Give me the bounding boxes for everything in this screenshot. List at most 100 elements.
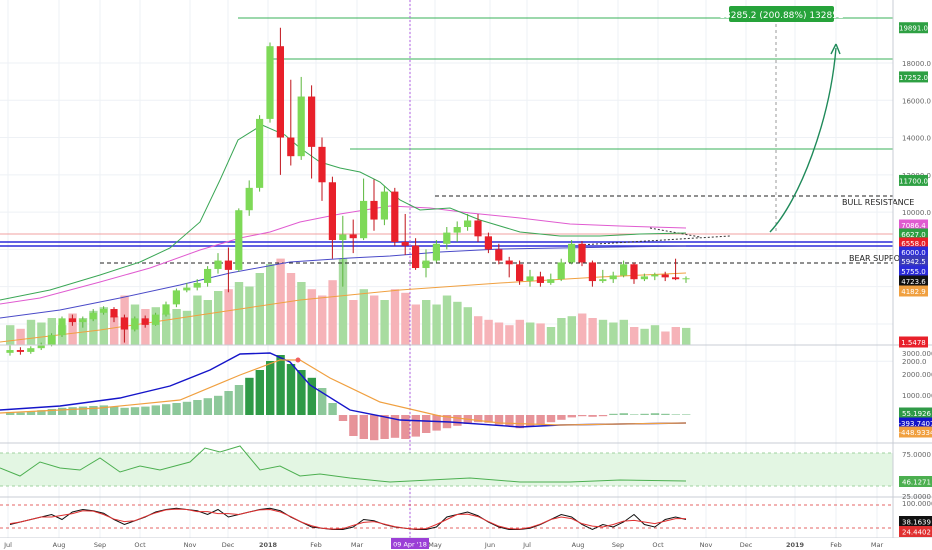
volume-bar [484, 319, 493, 345]
candle-body [58, 318, 66, 336]
volume-bar [182, 310, 192, 345]
measure-label: 13285.2 (200.88%) 132852 [719, 11, 843, 21]
stoch-tag-box [899, 526, 932, 537]
time-tick-label: May [428, 541, 442, 549]
rsi-tag-box [899, 476, 932, 487]
candle-body [401, 241, 409, 246]
volume-bar [297, 282, 306, 345]
candle-body [391, 191, 399, 242]
candle-body [422, 260, 430, 269]
candle-body [380, 191, 388, 220]
candle-body [672, 277, 680, 280]
candle-body [599, 279, 607, 282]
volume-bar [671, 327, 680, 345]
time-tick-label: Feb [310, 541, 322, 549]
volume-bar [453, 301, 462, 345]
candle-body [536, 276, 544, 283]
volume-bar [442, 295, 452, 345]
macd-histogram-bar [526, 415, 535, 427]
price-tag-label: 5755.0 [901, 268, 926, 276]
volume-bar [526, 322, 535, 345]
macd-histogram-bar [401, 415, 410, 439]
candle-body [16, 350, 24, 352]
candle-body [547, 279, 555, 283]
volume-bar [359, 289, 368, 345]
macd-histogram-bar [546, 415, 556, 423]
candle-body [682, 278, 690, 280]
price-tag-label: 6558.0 [901, 240, 926, 248]
macd-histogram-bar [58, 407, 67, 415]
volume-bar [474, 316, 483, 345]
macd-histogram-bar [390, 415, 400, 438]
volume-bar [463, 307, 472, 345]
candle-body [578, 243, 586, 263]
price-tag-box [899, 285, 928, 297]
price-tag-box [899, 237, 928, 249]
macd-histogram-bar [99, 405, 108, 415]
macd-histogram-bar [515, 415, 524, 429]
volume-bar [422, 300, 431, 345]
volume-bar [193, 295, 202, 345]
candle-body [256, 118, 264, 188]
time-axis-bg [0, 538, 932, 550]
price-tag-label: 6627.0 [901, 231, 926, 239]
rsi-line [0, 445, 687, 483]
macd-histogram-bar [37, 410, 46, 415]
macd-histogram-bar [432, 415, 441, 431]
macd-histogram-bar [588, 415, 597, 417]
time-tick-label: Jun [484, 541, 495, 549]
macd-tick-label: 2000.0000 [902, 371, 932, 379]
volume-bar [588, 318, 597, 345]
candle-body [412, 245, 420, 269]
time-tick-label: Aug [572, 541, 585, 549]
triangle-upper-line [649, 227, 701, 238]
candle-body [120, 317, 128, 330]
macd-histogram-bar [162, 404, 171, 415]
volume-bar [630, 327, 639, 345]
candle-body [245, 187, 253, 211]
time-tick-label: Nov [184, 541, 197, 549]
candle-body [308, 96, 316, 147]
projection-arrowhead [830, 43, 841, 55]
macd-histogram-bar [16, 412, 25, 415]
volume-bar [370, 295, 379, 345]
macd-histogram-bar [494, 415, 504, 425]
candle-body [235, 210, 243, 270]
time-tick-label: 2019 [786, 541, 805, 549]
volume-bar [609, 322, 618, 345]
macd-histogram-bar [182, 401, 192, 415]
price-tag-label: 11700.0 [899, 177, 928, 185]
candle-body [224, 260, 232, 270]
volume-bar [515, 319, 524, 345]
time-tick-label: Aug [53, 541, 66, 549]
price-tag-box [899, 219, 928, 231]
macd-histogram-bar [224, 391, 233, 415]
volume-bar [255, 273, 264, 345]
candle-body [453, 227, 461, 233]
macd-histogram-bar [661, 413, 670, 415]
projection-curve [769, 47, 837, 233]
rsi-tag-label: 46.1271 [902, 479, 931, 487]
price-tag-label: 4182.9 [901, 288, 926, 296]
candle-body [141, 318, 149, 325]
volume-bar [640, 328, 649, 345]
macd-tag-label: 55.1926 [902, 410, 931, 418]
candle-body [588, 262, 596, 282]
macd-histogram-bar [276, 355, 285, 415]
candle-body [640, 276, 648, 280]
time-tick-label: Oct [134, 541, 146, 549]
candle-body [630, 264, 638, 280]
macd-histogram-bar [130, 407, 140, 415]
volume-bar [619, 319, 628, 345]
candle-body [474, 220, 482, 237]
candle-body [495, 249, 503, 261]
price-tag-box [899, 174, 928, 186]
volume-bar [536, 323, 545, 345]
candle-body [432, 243, 440, 261]
indicator-panes [0, 344, 932, 539]
candle-body [370, 200, 378, 220]
macd-cross-marker [295, 357, 301, 363]
candle-body [100, 309, 108, 313]
volume-bar [328, 280, 337, 345]
